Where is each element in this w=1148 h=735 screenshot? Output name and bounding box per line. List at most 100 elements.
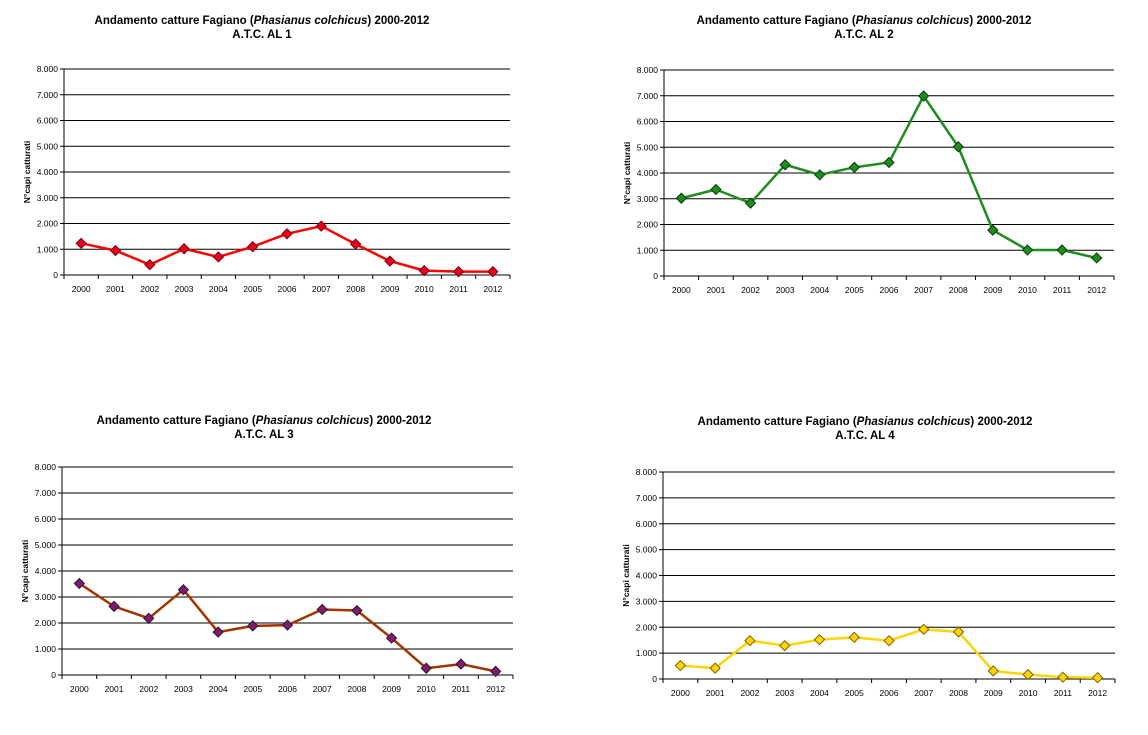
- y-tick-label: 0: [652, 674, 657, 684]
- chart-panel-al1: Andamento catture Fagiano (Phasianus col…: [0, 0, 560, 320]
- y-tick-label: 8.000: [636, 467, 658, 477]
- x-tick-label: 2008: [346, 284, 365, 294]
- y-tick-label: 5.000: [637, 142, 659, 152]
- y-tick-label: 0: [51, 670, 56, 680]
- line-chart-al4: 0 1.000 2.000 3.000 4.000 5.000 6.000 7.000 8.00…: [621, 467, 1116, 698]
- y-tick-label: 3.000: [35, 592, 57, 602]
- x-tick-label: 2005: [845, 285, 864, 295]
- data-point: [709, 662, 721, 674]
- data-point: [351, 604, 363, 617]
- data-point: [349, 238, 362, 250]
- x-tick-label: 2008: [347, 684, 366, 694]
- line-chart-al2: 0 1.000 2.000 3.000 4.000 5.000 6.000 7.000 8.00…: [622, 65, 1115, 295]
- line-chart-al3: 0 1.000 2.000 3.000 4.000 5.000 6.000 7.000 8.00…: [20, 462, 514, 694]
- y-tick-label: 7.000: [37, 90, 59, 100]
- x-tick-label: 2000: [672, 285, 691, 295]
- data-point: [143, 612, 155, 625]
- x-tick-label: 2004: [810, 688, 829, 698]
- y-tick-label: 0: [653, 271, 658, 281]
- data-point: [710, 183, 722, 196]
- x-tick-label: 2005: [845, 688, 864, 698]
- x-tick-label: 2005: [243, 684, 262, 694]
- chart-panel-al2: Andamento catture Fagiano (Phasianus col…: [572, 0, 1148, 320]
- x-tick-label: 2003: [776, 285, 795, 295]
- x-tick-label: 2001: [706, 688, 725, 698]
- x-tick-label: 2004: [810, 285, 829, 295]
- x-tick-label: 2003: [175, 284, 194, 294]
- data-point: [75, 237, 87, 250]
- x-tick-label: 2003: [174, 684, 193, 694]
- data-point: [1022, 668, 1034, 681]
- x-tick-label: 2002: [139, 684, 158, 694]
- y-axis-label: N°capi catturati: [20, 540, 30, 602]
- y-tick-label: 6.000: [637, 117, 659, 127]
- y-tick-label: 8.000: [37, 64, 59, 74]
- data-point: [73, 577, 86, 590]
- x-tick-label: 2001: [105, 684, 124, 694]
- data-point: [315, 220, 328, 232]
- x-tick-label: 2009: [380, 284, 399, 294]
- chart-subtitle: A.T.C. AL 4: [835, 430, 895, 442]
- x-tick-label: 2002: [140, 284, 159, 294]
- y-tick-label: 4.000: [637, 168, 659, 178]
- y-tick-label: 8.000: [637, 65, 659, 75]
- y-tick-label: 2.000: [637, 220, 659, 230]
- data-point: [144, 258, 156, 271]
- y-tick-label: 6.000: [35, 514, 57, 524]
- line-chart-al1: 0 1.000 2.000 3.000 4.000 5.000 6.000 7.000 8.00…: [22, 64, 511, 294]
- data-point: [1021, 244, 1034, 256]
- data-point: [316, 603, 328, 616]
- y-tick-label: 4.000: [35, 566, 57, 576]
- y-tick-label: 2.000: [37, 219, 59, 229]
- y-tick-label: 5.000: [636, 545, 658, 555]
- y-tick-label: 1.000: [37, 244, 59, 254]
- chart-panel-al3: Andamento catture Fagiano (Phasianus col…: [0, 400, 560, 735]
- y-tick-label: 1.000: [35, 644, 57, 654]
- x-tick-label: 2008: [949, 688, 968, 698]
- data-point: [418, 264, 430, 277]
- data-point: [744, 197, 757, 209]
- chart-title: Andamento catture Fagiano (Phasianus col…: [697, 416, 1033, 442]
- data-point: [883, 156, 895, 169]
- chart-title: Andamento catture Fagiano (Phasianus col…: [96, 415, 432, 441]
- y-tick-label: 1.000: [637, 245, 659, 255]
- data-point: [848, 161, 861, 174]
- x-tick-label: 2011: [1053, 285, 1072, 295]
- y-tick-label: 3.000: [637, 194, 659, 204]
- data-point: [883, 634, 895, 647]
- chart-subtitle: A.T.C. AL 2: [834, 29, 894, 41]
- x-tick-label: 2012: [1087, 285, 1106, 295]
- data-point: [489, 665, 502, 678]
- x-tick-label: 2012: [483, 284, 502, 294]
- x-tick-label: 2006: [880, 285, 899, 295]
- y-tick-label: 4.000: [37, 167, 59, 177]
- x-tick-label: 2002: [741, 285, 760, 295]
- data-point: [918, 623, 930, 636]
- data-point: [987, 665, 1000, 677]
- data-point: [848, 631, 860, 644]
- data-point: [744, 634, 756, 647]
- data-point: [1090, 252, 1103, 264]
- y-tick-label: 2.000: [35, 618, 57, 628]
- data-point: [1057, 671, 1069, 683]
- data-point: [212, 251, 225, 263]
- x-tick-label: 2010: [417, 684, 436, 694]
- chart-title: Andamento catture Fagiano (Phasianus col…: [94, 15, 430, 41]
- x-tick-label: 2000: [671, 688, 690, 698]
- data-point: [109, 244, 122, 257]
- x-tick-label: 2010: [1019, 688, 1038, 698]
- data-point: [987, 224, 999, 236]
- x-tick-label: 2006: [278, 684, 297, 694]
- x-tick-label: 2010: [415, 284, 434, 294]
- x-tick-label: 2011: [449, 284, 468, 294]
- data-point: [420, 662, 432, 674]
- y-tick-label: 3.000: [636, 596, 658, 606]
- y-tick-label: 6.000: [636, 519, 658, 529]
- y-tick-label: 4.000: [636, 571, 658, 581]
- x-tick-label: 2001: [706, 285, 725, 295]
- data-point: [675, 192, 688, 204]
- data-point: [212, 626, 224, 638]
- data-point: [952, 626, 965, 638]
- x-tick-label: 2009: [984, 688, 1003, 698]
- y-axis-label: N°capi catturati: [621, 544, 631, 606]
